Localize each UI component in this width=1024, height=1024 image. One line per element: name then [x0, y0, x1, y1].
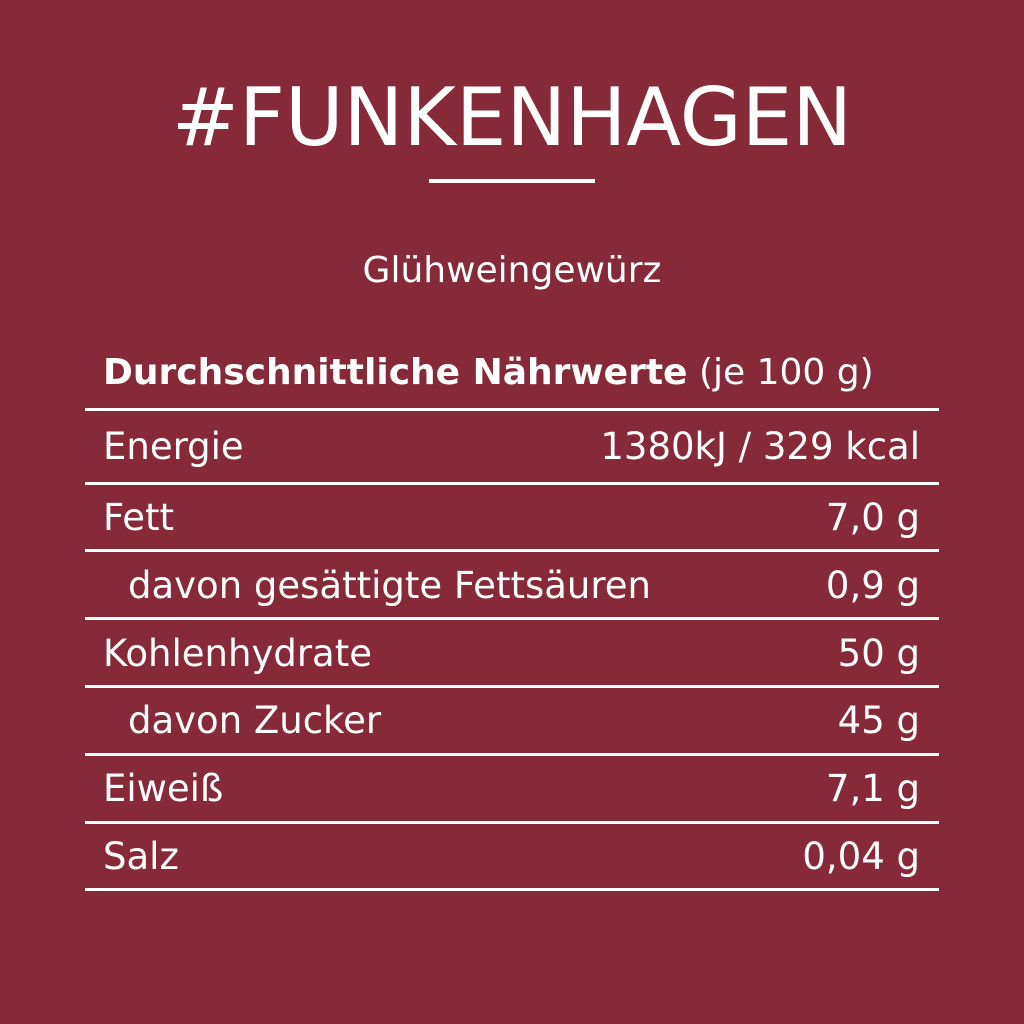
- table-row: Salz 0,04 g: [103, 834, 920, 880]
- row-value: 0,9 g: [825, 564, 920, 607]
- product-name: Glühweingewürz: [362, 250, 662, 291]
- divider: [85, 685, 939, 688]
- row-value: 0,04 g: [802, 835, 920, 878]
- divider: [85, 617, 939, 620]
- divider: [85, 888, 939, 891]
- brand-title: #FUNKENHAGEN: [171, 71, 853, 164]
- heading-bold: Durchschnittliche Nährwerte: [103, 352, 688, 393]
- row-label: davon gesättigte Fettsäuren: [128, 564, 651, 607]
- table-row: Eiweiß 7,1 g: [103, 766, 920, 812]
- table-row: Kohlenhydrate 50 g: [103, 631, 920, 677]
- table-row: Energie 1380kJ / 329 kcal: [103, 424, 920, 470]
- divider: [85, 549, 939, 552]
- divider: [85, 408, 939, 411]
- table-row: davon gesättigte Fettsäuren 0,9 g: [103, 563, 920, 609]
- heading-unit: (je 100 g): [698, 352, 874, 393]
- title-underline: [429, 179, 595, 183]
- row-value: 50 g: [837, 632, 920, 675]
- table-row: Fett 7,0 g: [103, 495, 920, 541]
- divider: [85, 821, 939, 824]
- row-label: Eiweiß: [103, 767, 224, 810]
- row-label: Energie: [103, 425, 244, 468]
- row-value: 1380kJ / 329 kcal: [600, 425, 920, 468]
- row-value: 7,0 g: [825, 496, 920, 539]
- divider: [85, 753, 939, 756]
- row-value: 7,1 g: [825, 767, 920, 810]
- row-label: davon Zucker: [128, 699, 382, 742]
- table-row: davon Zucker 45 g: [103, 698, 920, 744]
- row-label: Kohlenhydrate: [103, 632, 372, 675]
- row-value: 45 g: [837, 699, 920, 742]
- table-heading: Durchschnittliche Nährwerte (je 100 g): [103, 350, 920, 396]
- row-label: Salz: [103, 835, 179, 878]
- row-label: Fett: [103, 496, 175, 539]
- divider: [85, 482, 939, 485]
